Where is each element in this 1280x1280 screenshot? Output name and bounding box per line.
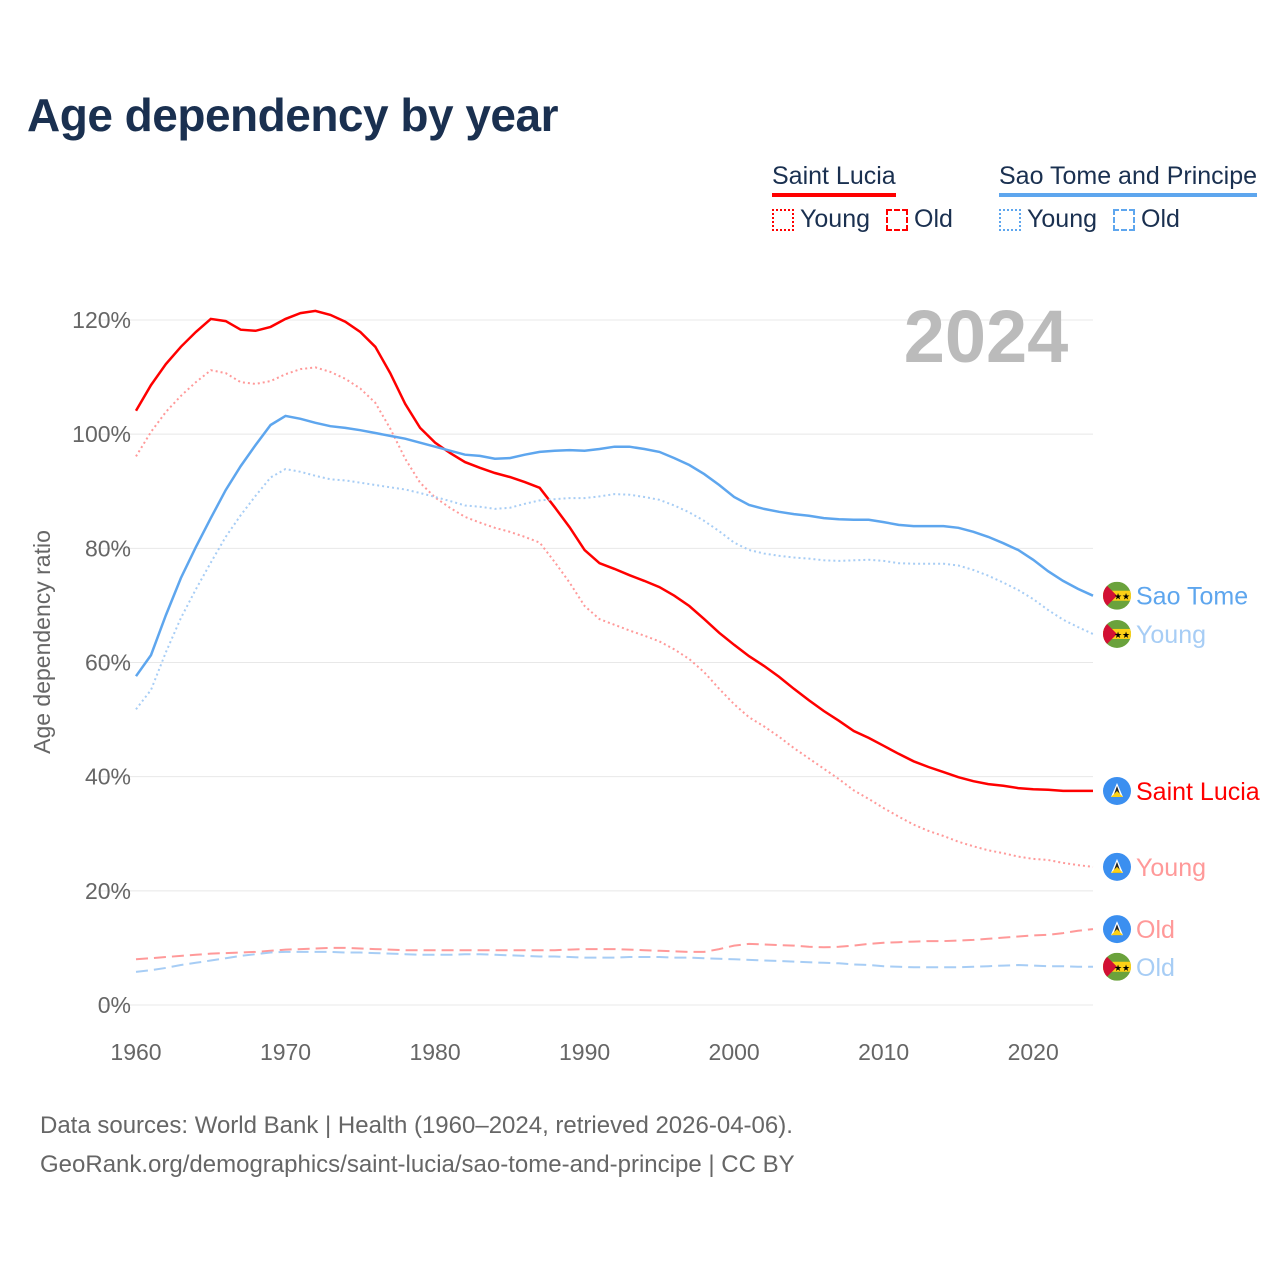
year-watermark: 2024 xyxy=(904,295,1069,378)
end-label: Old xyxy=(1136,954,1175,982)
dashed-swatch-icon xyxy=(886,208,908,231)
y-tick-label: 120% xyxy=(72,307,131,333)
series-line-saint-lucia-old xyxy=(135,928,1094,961)
series-line-sao-tome-and-principe xyxy=(134,414,1094,677)
attribution-link[interactable]: GeoRank.org/demographics/saint-lucia/sao… xyxy=(40,1151,795,1178)
legend-group-saint-lucia: Saint Lucia Young Old xyxy=(772,162,953,234)
x-tick-label: 2000 xyxy=(709,1039,760,1065)
legend-label: Young xyxy=(1027,205,1097,233)
sao-tome-flag-icon: ★★ xyxy=(1103,581,1131,610)
y-tick-label: 100% xyxy=(72,421,131,447)
end-label: Old xyxy=(1136,916,1175,944)
x-tick-label: 1980 xyxy=(409,1039,460,1065)
saint-lucia-flag-icon xyxy=(1103,915,1131,944)
y-tick-label: 0% xyxy=(98,992,131,1018)
dotted-swatch-icon xyxy=(772,208,794,231)
end-label: Saint Lucia xyxy=(1136,778,1260,806)
y-axis-label: Age dependency ratio xyxy=(29,530,55,754)
legend-group-sao-tome: Sao Tome and Principe Young Old xyxy=(999,162,1258,234)
legend-label: Old xyxy=(914,205,953,233)
y-tick-label: 20% xyxy=(85,878,131,904)
saint-lucia-flag-icon xyxy=(1103,776,1131,805)
series-line-sao-tome-and-principe-old xyxy=(135,950,1093,973)
footer: Data sources: World Bank | Health (1960–… xyxy=(40,1106,795,1184)
x-tick-label: 2010 xyxy=(858,1039,909,1065)
dotted-swatch-icon xyxy=(999,208,1021,231)
end-label: Young xyxy=(1136,854,1206,882)
y-tick-label: 60% xyxy=(85,650,131,676)
legend-country-name: Saint Lucia xyxy=(772,162,896,197)
svg-text:★★: ★★ xyxy=(1114,630,1130,640)
x-tick-label: 2020 xyxy=(1008,1039,1059,1065)
legend-item-old[interactable]: Old xyxy=(1113,205,1180,234)
source-note: Data sources: World Bank | Health (1960–… xyxy=(40,1112,793,1139)
y-tick-label: 80% xyxy=(85,535,131,561)
legend-item-young[interactable]: Young xyxy=(772,205,870,234)
svg-text:★★: ★★ xyxy=(1114,592,1130,602)
series-line-saint-lucia xyxy=(134,309,1093,793)
legend-label: Old xyxy=(1141,205,1180,233)
legend-label: Young xyxy=(800,205,870,233)
series-line-sao-tome-and-principe-young xyxy=(135,467,1094,710)
legend-item-old[interactable]: Old xyxy=(886,205,953,234)
legend-item-young[interactable]: Young xyxy=(999,205,1097,234)
y-tick-label: 40% xyxy=(85,764,131,790)
x-tick-label: 1960 xyxy=(110,1039,161,1065)
saint-lucia-flag-icon xyxy=(1103,852,1131,881)
end-label: Young xyxy=(1136,621,1206,649)
svg-text:★★: ★★ xyxy=(1114,963,1130,973)
end-label: Sao Tome xyxy=(1136,583,1248,611)
x-tick-label: 1970 xyxy=(260,1039,311,1065)
sao-tome-flag-icon: ★★ xyxy=(1103,952,1131,981)
legend-country-name: Sao Tome and Principe xyxy=(999,162,1258,197)
series-line-saint-lucia-young xyxy=(135,366,1094,868)
sao-tome-flag-icon: ★★ xyxy=(1103,619,1131,648)
dashed-swatch-icon xyxy=(1113,208,1135,231)
x-tick-label: 1990 xyxy=(559,1039,610,1065)
chart-title: Age dependency by year xyxy=(27,89,558,141)
